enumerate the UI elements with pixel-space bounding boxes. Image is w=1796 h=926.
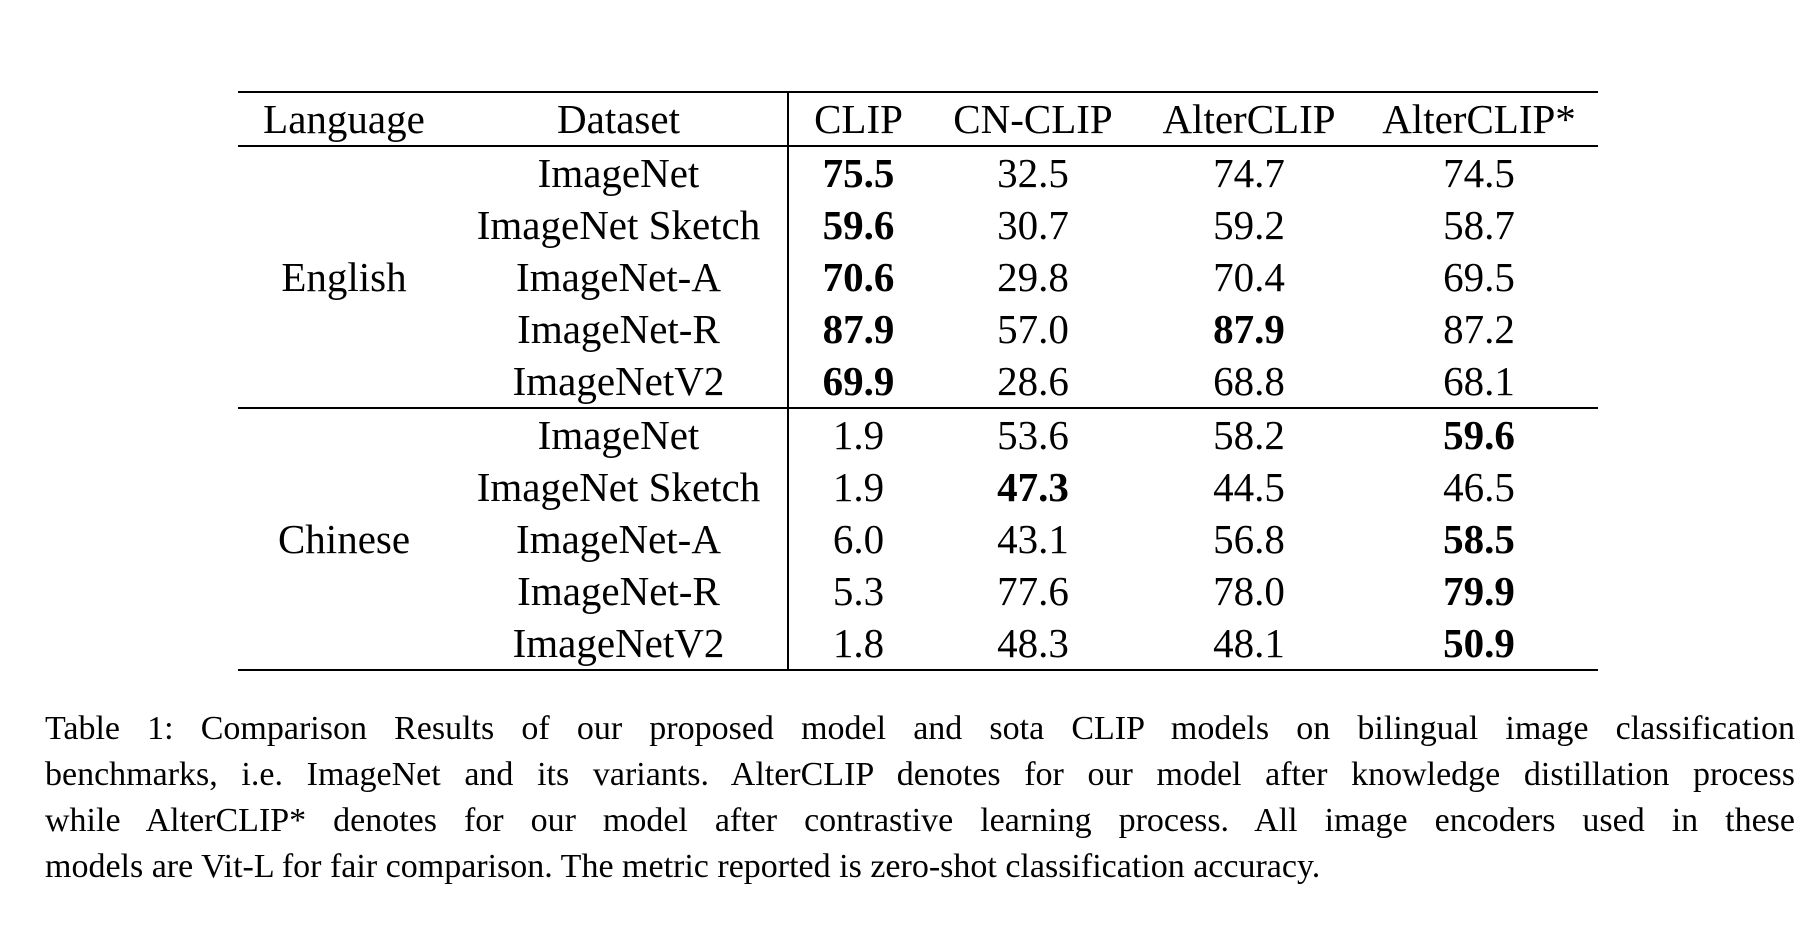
caption-line: benchmarks, i.e. ImageNet and its varian… [45, 756, 1795, 793]
table-row: ImageNetV2 69.9 28.6 68.8 68.1 [238, 355, 1598, 408]
dataset-cell: ImageNet-A [450, 513, 789, 565]
results-table-container: Language Dataset CLIP CN-CLIP AlterCLIP … [238, 91, 1598, 671]
value-cell: 1.9 [832, 412, 885, 458]
header-dataset: Dataset [450, 92, 789, 146]
table-caption: Table 1: Comparison Results of our propo… [45, 706, 1795, 890]
value-cell: 69.9 [822, 358, 895, 404]
value-cell: 46.5 [1443, 464, 1515, 510]
value-cell: 1.9 [832, 464, 885, 510]
table-row: Chinese ImageNet 1.9 53.6 58.2 59.6 [238, 408, 1598, 562]
value-cell: 58.2 [1213, 412, 1285, 458]
value-cell: 70.6 [822, 254, 895, 300]
table-row: ImageNet-R 5.3 77.6 78.0 79.9 [238, 565, 1598, 617]
value-cell: 30.7 [997, 202, 1069, 248]
dataset-cell: ImageNetV2 [450, 617, 789, 670]
value-cell: 6.0 [832, 516, 885, 562]
value-cell: 74.5 [1443, 150, 1515, 196]
dataset-cell: ImageNet-R [450, 303, 789, 355]
caption-line: models are Vit-L for fair comparison. Th… [45, 848, 1321, 885]
header-cn-clip: CN-CLIP [953, 96, 1113, 142]
value-cell: 70.4 [1213, 254, 1285, 300]
table-row: ImageNet-A 6.0 43.1 56.8 58.5 [238, 513, 1598, 565]
value-cell: 53.6 [997, 412, 1069, 458]
value-cell: 43.1 [997, 516, 1069, 562]
value-cell: 32.5 [997, 150, 1069, 196]
header-alterclip-star: AlterCLIP* [1382, 96, 1576, 142]
value-cell: 44.5 [1213, 464, 1285, 510]
dataset-cell: ImageNet-A [450, 251, 789, 303]
value-cell: 68.8 [1213, 358, 1285, 404]
english-group: English ImageNet 75.5 32.5 74.7 74.5 ImageNet … [238, 146, 1598, 408]
caption-line: Table 1: Comparison Results of our propo… [45, 710, 1795, 747]
table-row: English ImageNet 75.5 32.5 74.7 74.5 [238, 146, 1598, 300]
language-cell: English [281, 254, 407, 300]
value-cell: 59.2 [1213, 202, 1285, 248]
value-cell: 75.5 [822, 150, 895, 196]
value-cell: 87.9 [822, 306, 895, 352]
value-cell: 29.8 [997, 254, 1069, 300]
value-cell: 69.5 [1443, 254, 1515, 300]
dataset-cell: ImageNet Sketch [450, 461, 789, 513]
dataset-cell: ImageNet [450, 146, 789, 199]
caption-line: while AlterCLIP* denotes for our model a… [45, 802, 1795, 839]
value-cell: 58.7 [1443, 202, 1515, 248]
value-cell: 74.7 [1213, 150, 1285, 196]
value-cell: 77.6 [997, 568, 1069, 614]
value-cell: 1.8 [832, 620, 885, 666]
dataset-cell: ImageNet Sketch [450, 199, 789, 251]
dataset-cell: ImageNet-R [450, 565, 789, 617]
language-cell: Chinese [277, 516, 411, 562]
dataset-cell: ImageNetV2 [450, 355, 789, 408]
value-cell: 87.2 [1443, 306, 1515, 352]
table-row: ImageNet Sketch 59.6 30.7 59.2 58.7 [238, 199, 1598, 251]
table-row: ImageNet-R 87.9 57.0 87.9 87.2 [238, 303, 1598, 355]
header-language: Language [263, 96, 425, 142]
value-cell: 78.0 [1213, 568, 1285, 614]
value-cell: 56.8 [1213, 516, 1285, 562]
dataset-cell: ImageNet [450, 408, 789, 461]
table-header-row: Language Dataset CLIP CN-CLIP AlterCLIP … [238, 92, 1598, 146]
table-row: ImageNet-A 70.6 29.8 70.4 69.5 [238, 251, 1598, 303]
value-cell: 58.5 [1443, 516, 1515, 562]
value-cell: 59.6 [822, 202, 895, 248]
value-cell: 47.3 [997, 464, 1069, 510]
value-cell: 79.9 [1443, 568, 1515, 614]
value-cell: 50.9 [1443, 620, 1515, 666]
table-row: ImageNetV2 1.8 48.3 48.1 50.9 [238, 617, 1598, 670]
results-table: Language Dataset CLIP CN-CLIP AlterCLIP … [238, 91, 1598, 671]
chinese-group: Chinese ImageNet 1.9 53.6 58.2 59.6 ImageNet S… [238, 408, 1598, 670]
value-cell: 87.9 [1213, 306, 1285, 352]
value-cell: 28.6 [997, 358, 1069, 404]
value-cell: 68.1 [1443, 358, 1515, 404]
value-cell: 5.3 [832, 568, 885, 614]
value-cell: 48.3 [997, 620, 1069, 666]
value-cell: 48.1 [1213, 620, 1285, 666]
value-cell: 57.0 [997, 306, 1069, 352]
table-row: ImageNet Sketch 1.9 47.3 44.5 46.5 [238, 461, 1598, 513]
header-clip: CLIP [814, 96, 903, 142]
value-cell: 59.6 [1443, 412, 1515, 458]
header-alterclip: AlterCLIP [1162, 96, 1336, 142]
